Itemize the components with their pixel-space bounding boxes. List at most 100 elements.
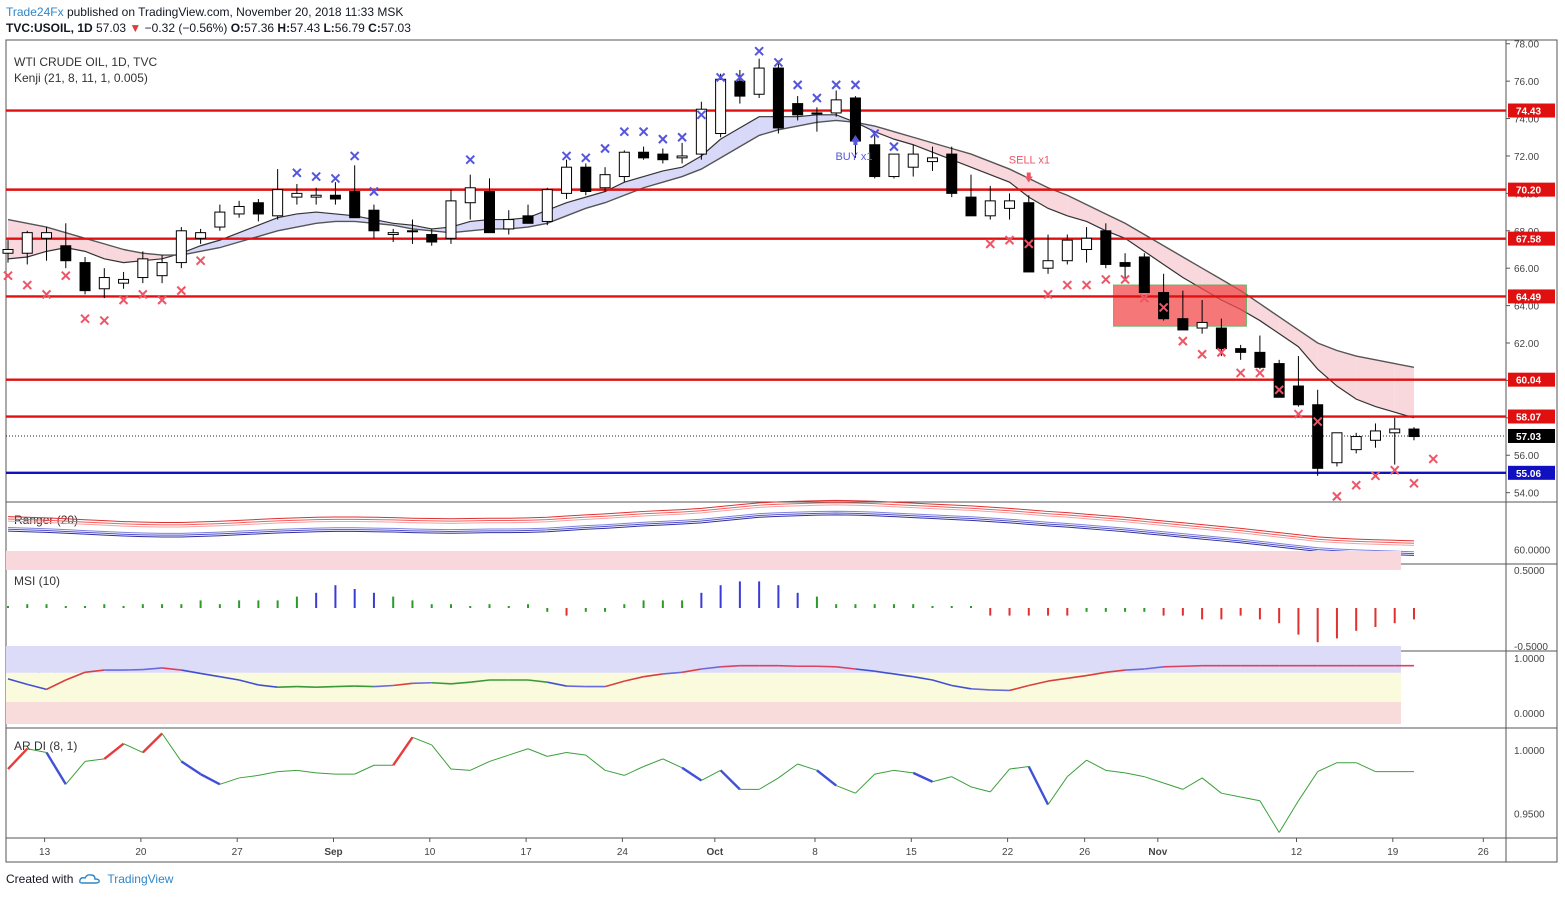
buy-marker-stroke	[792, 80, 803, 90]
candle-body	[1177, 318, 1189, 331]
tradingview-cloud-icon	[79, 874, 101, 884]
tdi-segment	[84, 669, 105, 674]
sell-marker-stroke	[41, 289, 52, 300]
buy-marker	[735, 72, 745, 83]
buy-marker	[619, 126, 630, 137]
tdi-segment	[893, 673, 914, 678]
candle-body	[1158, 292, 1170, 320]
open-label: O:	[230, 21, 245, 35]
ranger-line	[7, 510, 1414, 553]
ardi-segment	[296, 769, 317, 774]
tdi-segment	[720, 664, 740, 668]
candle-body	[1061, 239, 1073, 262]
ardi-segment	[585, 754, 606, 771]
buy-marker	[831, 80, 841, 90]
tdi-segment	[258, 684, 278, 688]
candle-body	[869, 144, 881, 178]
sell-marker	[1274, 385, 1284, 395]
tdi-segment	[1047, 677, 1068, 682]
sell-marker-stroke	[1043, 289, 1053, 300]
kenji-cloud	[1375, 359, 1395, 413]
tdi-segment	[836, 666, 856, 670]
y-tick-label: 1.0000	[1514, 746, 1545, 757]
candle-body	[464, 187, 476, 204]
tdi-segment	[970, 688, 991, 691]
candle-body	[175, 230, 187, 264]
ardi-segment	[1355, 762, 1376, 773]
tdi-segment	[1144, 666, 1164, 670]
level-price-label: 67.58	[1516, 235, 1541, 246]
sell-marker	[1216, 347, 1227, 358]
candle-body	[965, 196, 977, 217]
ardi-segment	[1066, 759, 1087, 778]
last-price-label: 57.03	[1516, 432, 1541, 443]
candle-body	[1119, 262, 1131, 267]
ardi-segment	[27, 748, 47, 754]
tdi-segment	[412, 681, 432, 685]
kenji-cloud	[971, 154, 991, 175]
kenji-cloud	[893, 131, 914, 145]
buy-marker	[754, 46, 764, 56]
ardi-segment	[816, 769, 837, 787]
ranger-line	[7, 504, 1414, 546]
buy-marker	[792, 80, 803, 90]
ardi-segment	[855, 773, 876, 794]
last-price: 57.03	[96, 21, 127, 35]
kenji-cloud	[1259, 303, 1280, 334]
ardi-segment	[719, 769, 741, 791]
buy-marker	[330, 173, 341, 184]
ardi-segment	[200, 773, 221, 786]
tdi-lower-zone	[6, 702, 1401, 724]
tdi-segment	[874, 670, 895, 675]
ardi-segment	[1047, 776, 1068, 805]
candle-body	[695, 108, 707, 155]
kenji-slow-line	[7, 119, 1415, 369]
sell-marker	[138, 289, 148, 300]
sell-marker-stroke	[22, 280, 32, 290]
ardi-segment	[1086, 759, 1107, 771]
buy-marker-stroke	[465, 155, 475, 165]
y-tick-label: 66.00	[1514, 264, 1539, 275]
tdi-segment	[181, 669, 201, 675]
sell-marker	[1062, 280, 1073, 290]
candle-body	[1215, 327, 1227, 350]
ranger-line	[7, 514, 1414, 556]
x-tick-label: 24	[617, 847, 629, 858]
buy-marker-stroke	[581, 153, 591, 163]
sell-marker	[1409, 478, 1419, 489]
author-link[interactable]: Trade24Fx	[6, 5, 64, 19]
buy-marker	[311, 171, 321, 182]
sell-marker-stroke	[1178, 336, 1188, 346]
tdi-segment	[65, 671, 86, 681]
ardi-segment	[431, 744, 452, 770]
ardi-segment	[758, 777, 779, 790]
close-label: C:	[368, 21, 381, 35]
tdi-segment	[7, 678, 28, 686]
ardi-segment	[1317, 762, 1338, 773]
ardi-segment	[103, 742, 125, 760]
level-price-tag	[1508, 289, 1555, 304]
tdi-mid-zone	[6, 672, 1401, 702]
ardi-segment	[123, 743, 144, 753]
sell-marker-stroke	[3, 270, 13, 281]
sell-marker-stroke	[1004, 235, 1015, 245]
sell-marker	[195, 256, 206, 266]
buy-marker-stroke	[619, 126, 630, 137]
sell-marker	[41, 289, 52, 300]
buy-marker	[561, 151, 572, 161]
tdi-segment	[1105, 669, 1126, 674]
y-tick-label: -0.5000	[1514, 642, 1548, 653]
level-price-label: 55.06	[1516, 469, 1541, 480]
tradingview-link[interactable]: TradingView	[107, 872, 174, 886]
candle-body	[1408, 428, 1420, 438]
ardi-segment	[662, 758, 683, 769]
level-price-tag	[1508, 372, 1555, 387]
ardi-segment	[624, 766, 644, 776]
sell-marker	[157, 295, 167, 305]
ardi-segment	[527, 748, 548, 757]
ohlc-line: TVC:USOIL, 1D 57.03 ▼ −0.32 (−0.56%) O:5…	[6, 20, 411, 36]
y-tick-label: 0.0000	[1514, 709, 1545, 720]
ardi-segment	[1221, 792, 1241, 798]
tdi-segment	[547, 681, 567, 687]
